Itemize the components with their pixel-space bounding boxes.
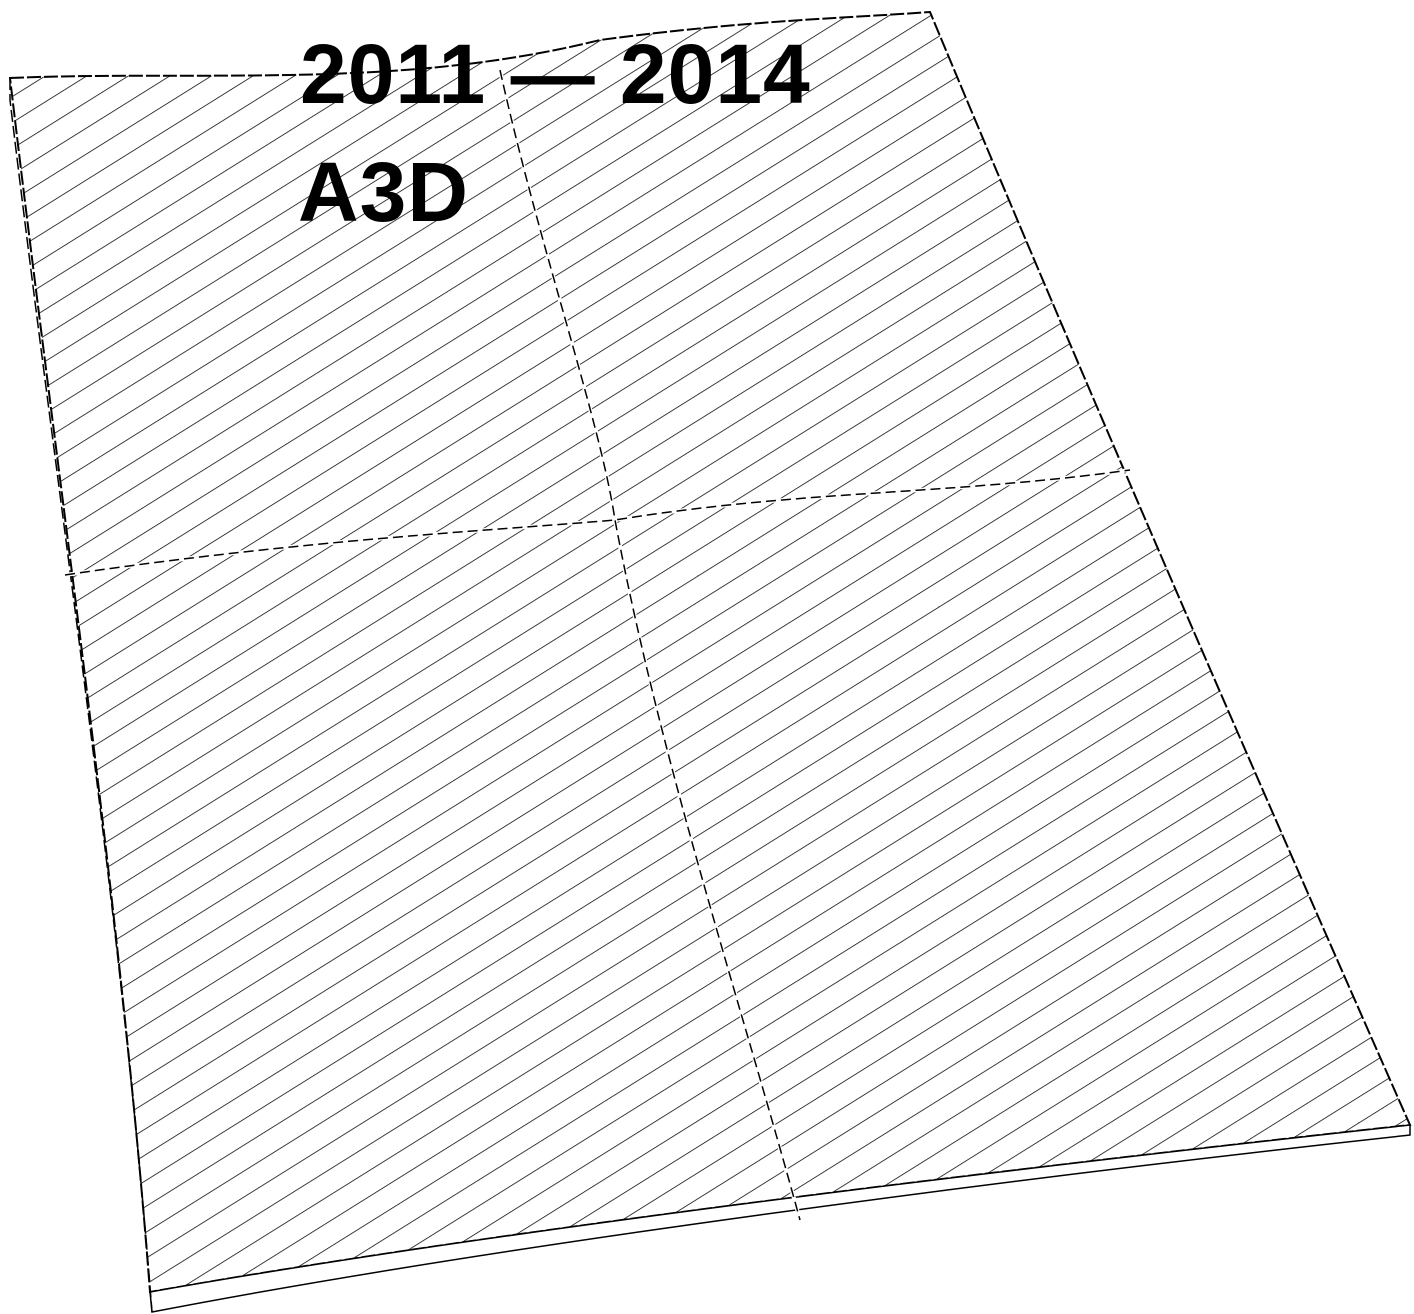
title-heading: A3D <box>298 145 470 239</box>
sheet-edge <box>9 78 1411 1313</box>
years-heading: 2011 — 2014 <box>300 27 811 121</box>
fold-lines-dash <box>64 69 1131 1221</box>
